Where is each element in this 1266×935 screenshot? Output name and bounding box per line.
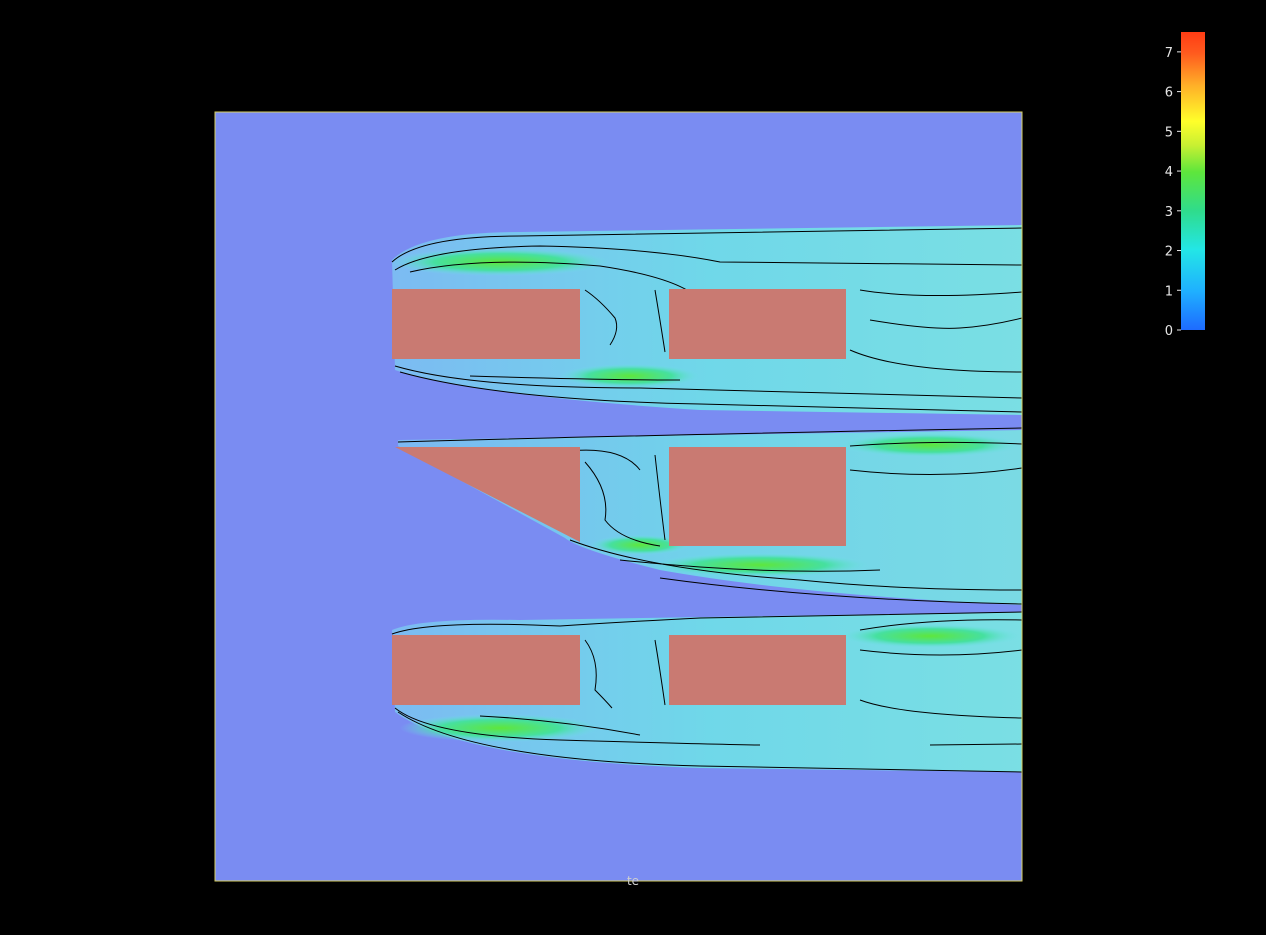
- hot-spot: [650, 553, 870, 577]
- colorbar-tick-label: 2: [1165, 245, 1173, 260]
- colorbar-tick-label: 0: [1165, 324, 1173, 339]
- colorbar-tick-label: 5: [1165, 125, 1173, 140]
- colorbar-tick-label: 3: [1165, 205, 1173, 220]
- colorbar-tick-label: 7: [1165, 46, 1173, 61]
- colorbar-tick-label: 1: [1165, 284, 1173, 299]
- contour-lines: [391, 227, 1022, 773]
- colorbar: 0 1 2 3 4 5 6 7: [1165, 32, 1205, 339]
- obstacle-block: [392, 635, 580, 705]
- flow-features: [390, 225, 1022, 773]
- obstacle-wedge: [395, 447, 580, 542]
- obstacle-block: [669, 289, 846, 359]
- plot-frame: [214, 111, 1023, 882]
- obstacle-block: [392, 289, 580, 359]
- obstacle-block: [669, 635, 846, 705]
- hot-spot: [560, 364, 700, 388]
- hot-spot: [840, 624, 1020, 648]
- colorbar-tick-label: 4: [1165, 165, 1173, 180]
- colorbar-tick-label: 6: [1165, 86, 1173, 101]
- obstacles: [392, 289, 846, 705]
- colorbar-gradient: [1181, 32, 1205, 330]
- hot-spot: [840, 433, 1020, 457]
- obstacle-block: [669, 447, 846, 546]
- x-axis-label: te: [627, 874, 639, 888]
- colorbar-ticks: 0 1 2 3 4 5 6 7: [1165, 46, 1181, 339]
